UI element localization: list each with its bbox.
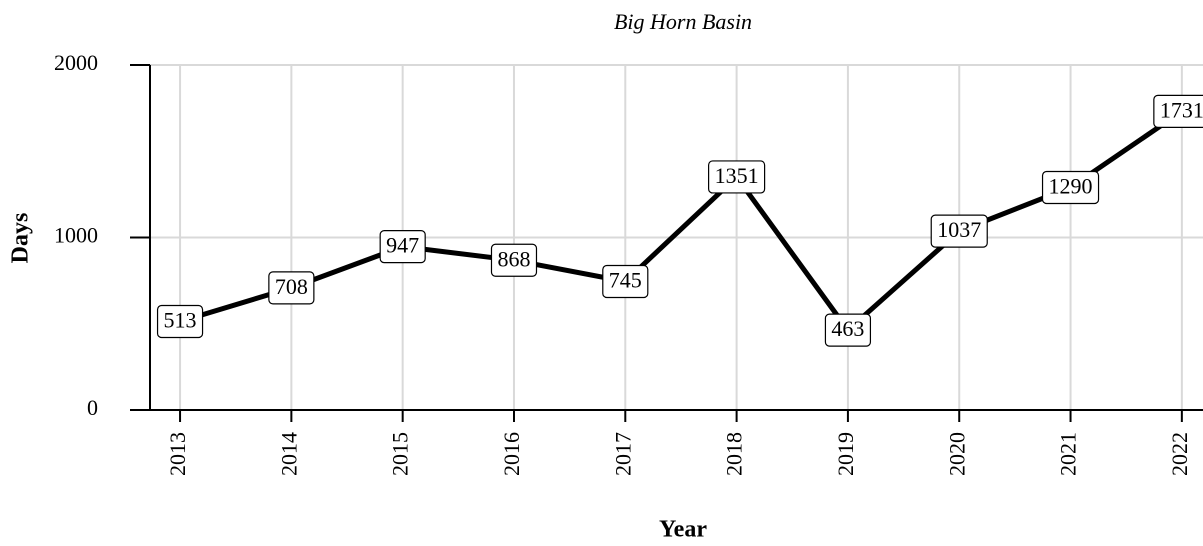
data-label-box	[708, 160, 766, 194]
data-label-box	[1041, 170, 1100, 205]
y-tick-label: 1000	[54, 223, 98, 248]
chart-title: Big Horn Basin	[614, 9, 752, 34]
data-label-group: 1731	[1153, 94, 1203, 129]
data-label: 745	[609, 268, 642, 293]
x-tick-label: 2019	[833, 432, 858, 476]
data-label-group: 868	[490, 243, 538, 277]
data-label-group: 708	[268, 271, 315, 305]
y-tick-label: 2000	[54, 50, 98, 75]
data-label-box	[268, 271, 315, 305]
x-tick-label: 2016	[499, 432, 524, 476]
data-label: 1731	[1160, 97, 1203, 122]
x-tick-label: 2015	[388, 432, 413, 476]
data-label: 513	[164, 308, 197, 333]
data-label-box	[602, 264, 649, 299]
x-tick-label: 2013	[165, 432, 190, 476]
data-label-group: 947	[379, 230, 426, 264]
data-label-group: 745	[602, 264, 649, 299]
x-axis-label: Year	[659, 517, 707, 543]
data-label-group: 1351	[708, 160, 766, 194]
data-label-group: 513	[156, 304, 204, 339]
x-tick-label: 2014	[276, 432, 301, 476]
y-tick-label: 0	[87, 395, 98, 420]
data-label: 1351	[715, 163, 759, 188]
data-label-box	[490, 243, 538, 277]
x-tick-label: 2022	[1167, 432, 1192, 476]
data-label-group: 1037	[930, 214, 988, 248]
data-label: 1037	[937, 217, 981, 242]
data-label-box	[156, 304, 204, 339]
x-tick-label: 2021	[1056, 432, 1081, 476]
y-axis-label: Days	[8, 213, 34, 264]
x-tick-label: 2018	[722, 432, 747, 476]
data-label-box	[379, 230, 426, 264]
line	[179, 109, 1184, 333]
data-label-group: 463	[824, 313, 872, 347]
data-label: 708	[275, 274, 308, 299]
x-tick-label: 2020	[944, 432, 969, 476]
data-label-group: 1290	[1041, 170, 1100, 205]
data-label-box	[824, 313, 872, 347]
data-label: 463	[831, 316, 864, 341]
data-label: 947	[386, 233, 419, 258]
x-tick-label: 2017	[610, 432, 635, 476]
data-label-box	[1153, 94, 1203, 129]
data-label-box	[930, 214, 988, 248]
data-label: 868	[497, 246, 530, 271]
data-label: 1290	[1049, 174, 1093, 199]
